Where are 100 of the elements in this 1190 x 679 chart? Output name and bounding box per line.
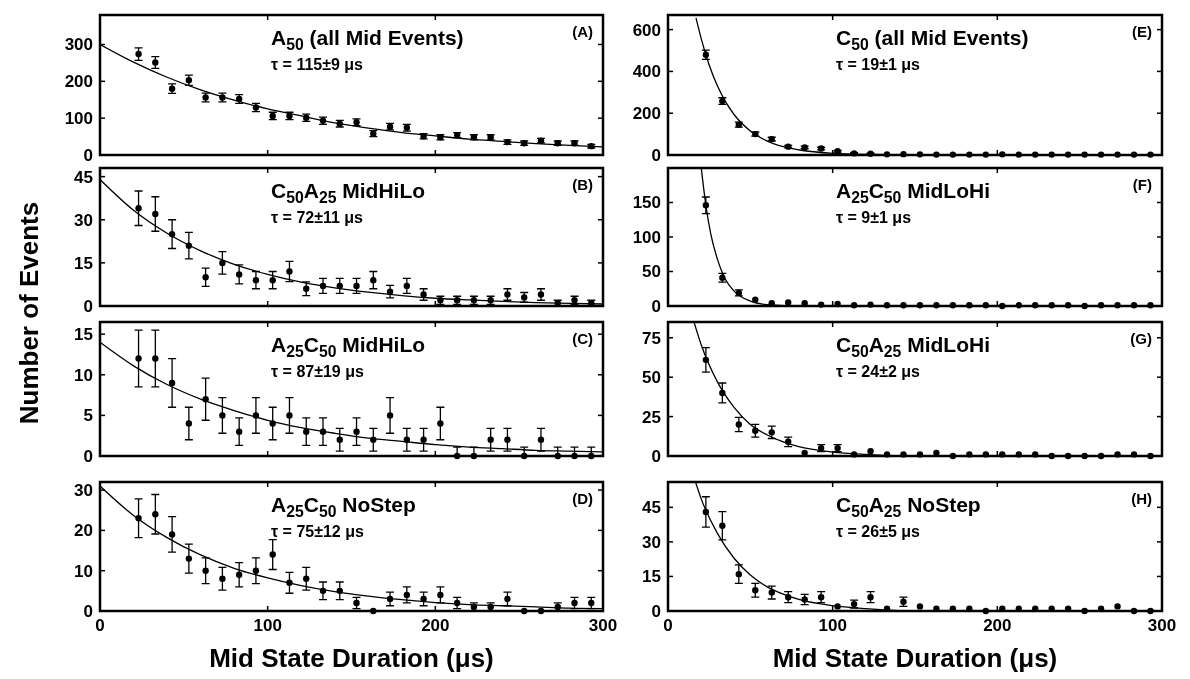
- point: [336, 282, 343, 290]
- y-tick-label: 30: [642, 532, 661, 552]
- text: C$_{50}$ (all Mid Events): [835, 26, 1029, 53]
- y-tick-label: 0: [651, 145, 661, 165]
- point: [235, 571, 243, 578]
- y-tick-label: 600: [632, 20, 661, 40]
- y-tick-label: 400: [632, 62, 661, 82]
- point: [286, 412, 293, 419]
- y-tick-label: 15: [74, 253, 93, 273]
- point: [303, 285, 310, 292]
- point: [353, 428, 360, 435]
- annotation: (G): [1130, 330, 1152, 347]
- point: [916, 603, 924, 610]
- y-tick-label: 50: [642, 368, 661, 388]
- x-tick-label: 0: [95, 616, 105, 635]
- point: [269, 276, 276, 284]
- point: [135, 205, 142, 212]
- point: [235, 271, 243, 278]
- point: [867, 448, 874, 455]
- y-tick-label: 30: [74, 481, 93, 501]
- point: [252, 276, 260, 284]
- y-tick-label: 30: [74, 210, 93, 230]
- y-tick-label: 0: [83, 446, 93, 466]
- x-tick-label: 300: [588, 616, 618, 635]
- point: [252, 567, 260, 574]
- text: A$_{25}$C$_{50}$ MidHiLo: [271, 333, 426, 360]
- y-tick-label: 200: [64, 72, 93, 92]
- y-tick-label: 150: [632, 193, 661, 213]
- annotation: τ = 24±2 μs: [835, 363, 921, 380]
- x-tick-label: 300: [1147, 616, 1177, 635]
- y-tick-label: 0: [651, 601, 661, 621]
- point: [252, 412, 260, 419]
- point: [437, 420, 444, 427]
- annotation: τ = 72±11 μs: [271, 209, 364, 226]
- point: [168, 531, 176, 538]
- annotation: τ = 115±9 μs: [271, 56, 364, 73]
- point: [135, 355, 142, 362]
- y-tick-label: 0: [83, 601, 93, 621]
- point: [537, 436, 545, 443]
- y-tick-label: 15: [74, 325, 93, 345]
- x-tick-label: 200: [421, 616, 450, 635]
- point: [752, 587, 759, 594]
- point: [303, 575, 310, 582]
- y-tick-label: 100: [632, 227, 661, 247]
- x-tick-label: 100: [818, 616, 847, 635]
- point: [219, 575, 226, 582]
- point: [403, 591, 411, 599]
- point: [303, 428, 310, 435]
- annotation: τ = 9±1 μs: [835, 209, 912, 226]
- point: [353, 282, 360, 290]
- y-tick-label: 45: [74, 167, 93, 187]
- y-tick-label: 0: [83, 145, 93, 165]
- point: [487, 436, 494, 443]
- x-tick-label: 200: [983, 616, 1012, 635]
- point: [202, 274, 209, 281]
- x-axis-title: Mid State Duration (μs): [772, 643, 1058, 673]
- annotation: τ = 75±12 μs: [271, 523, 364, 540]
- point: [719, 522, 726, 529]
- point: [336, 436, 343, 443]
- y-tick-label: 20: [74, 521, 93, 541]
- point: [152, 511, 159, 518]
- point: [437, 591, 444, 599]
- y-tick-label: 45: [642, 498, 661, 518]
- text: A$_{25}$C$_{50}$ NoStep: [271, 493, 416, 520]
- x-tick-label: 0: [663, 616, 673, 635]
- text: A$_{25}$C$_{50}$ MidLoHi: [835, 179, 991, 206]
- annotation: (C): [572, 330, 593, 347]
- point: [403, 282, 411, 290]
- text: C$_{50}$A$_{25}$ MidLoHi: [835, 333, 991, 360]
- annotation: (A): [572, 23, 593, 40]
- point: [152, 210, 159, 218]
- point: [202, 567, 209, 574]
- y-tick-label: 100: [64, 109, 93, 129]
- point: [504, 595, 511, 603]
- point: [152, 355, 159, 362]
- text: C$_{50}$A$_{25}$ MidHiLo: [271, 179, 426, 206]
- annotation: τ = 26±5 μs: [835, 523, 921, 540]
- point: [386, 412, 394, 419]
- text: C$_{50}$A$_{25}$ NoStep: [835, 493, 981, 520]
- y-tick-label: 75: [642, 328, 661, 348]
- y-tick-label: 300: [64, 35, 93, 55]
- y-tick-label: 25: [642, 407, 661, 427]
- x-axis-title: Mid State Duration (μs): [209, 643, 494, 673]
- annotation: (D): [572, 490, 593, 507]
- point: [185, 555, 193, 562]
- point: [269, 551, 276, 558]
- annotation: (E): [1132, 23, 1152, 40]
- y-tick-label: 10: [74, 365, 93, 385]
- annotation: τ = 19±1 μs: [835, 56, 921, 73]
- annotation: (H): [1131, 490, 1152, 507]
- y-tick-label: 50: [642, 262, 661, 282]
- y-tick-label: 200: [632, 104, 661, 124]
- annotation: τ = 87±19 μs: [271, 363, 364, 380]
- point: [735, 421, 743, 428]
- y-tick-label: 5: [83, 406, 93, 426]
- y-tick-label: 15: [642, 567, 661, 587]
- point: [219, 259, 226, 267]
- point: [185, 420, 193, 427]
- point: [1114, 603, 1121, 610]
- point: [370, 276, 377, 284]
